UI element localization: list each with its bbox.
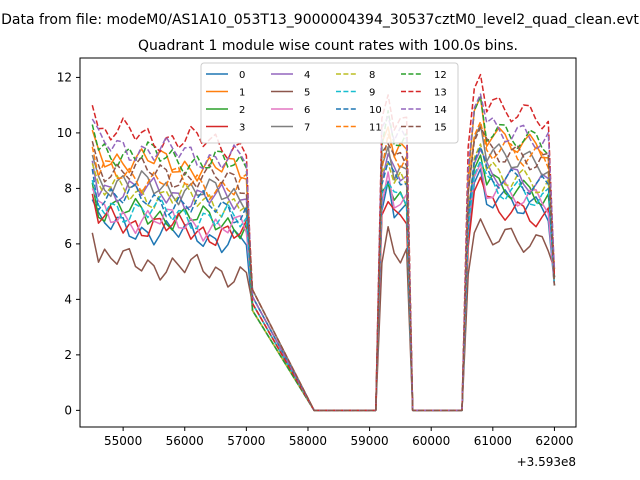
y-tick-label: 12 bbox=[57, 70, 72, 84]
series-line-9 bbox=[91, 159, 556, 412]
x-tick-label: 57000 bbox=[227, 434, 265, 448]
legend-label: 5 bbox=[304, 88, 310, 99]
x-tick-label: 59000 bbox=[350, 434, 388, 448]
legend-label: 9 bbox=[369, 88, 375, 99]
x-axis-offset-text: +3.593e8 bbox=[517, 455, 576, 469]
legend-label: 6 bbox=[304, 105, 310, 116]
series-line-13 bbox=[91, 73, 556, 412]
plot-area bbox=[91, 73, 556, 412]
legend-label: 1 bbox=[239, 88, 245, 99]
x-tick-label: 56000 bbox=[166, 434, 204, 448]
y-tick-label: 6 bbox=[64, 237, 72, 251]
y-tick-label: 0 bbox=[64, 403, 72, 417]
legend-label: 4 bbox=[304, 70, 310, 81]
legend-label: 11 bbox=[369, 123, 382, 134]
series-line-8 bbox=[91, 143, 556, 412]
legend-label: 7 bbox=[304, 123, 310, 134]
legend-label: 8 bbox=[369, 70, 375, 81]
axes-frame bbox=[79, 57, 577, 428]
y-tick-label: 2 bbox=[64, 348, 72, 362]
legend-label: 14 bbox=[434, 105, 447, 116]
x-tick-label: 62000 bbox=[535, 434, 573, 448]
y-axis: 0 2 4 6 8 10 12 bbox=[57, 70, 80, 417]
legend-label: 2 bbox=[239, 105, 245, 116]
legend-label: 15 bbox=[434, 123, 447, 134]
x-tick-label: 58000 bbox=[289, 434, 327, 448]
chart-title: Quadrant 1 module wise count rates with … bbox=[138, 38, 518, 54]
y-tick-label: 4 bbox=[64, 292, 72, 306]
series-line-5 bbox=[91, 218, 556, 412]
series-line-0 bbox=[91, 168, 556, 412]
series-line-14 bbox=[91, 93, 556, 412]
x-tick-label: 55000 bbox=[104, 434, 142, 448]
legend-box bbox=[200, 62, 459, 144]
x-tick-label: 60000 bbox=[412, 434, 450, 448]
legend-label: 10 bbox=[369, 105, 382, 116]
legend-label: 12 bbox=[434, 70, 447, 81]
series-line-15 bbox=[91, 126, 556, 412]
legend-label: 13 bbox=[434, 88, 447, 99]
x-axis: 55000 56000 57000 58000 59000 60000 61000 62000 bbox=[104, 427, 574, 448]
x-tick-label: 61000 bbox=[474, 434, 512, 448]
legend-label: 0 bbox=[239, 70, 245, 81]
series-line-10 bbox=[91, 146, 556, 412]
figure-suptitle: Data from file: modeM0/AS1A10_053T13_900… bbox=[1, 12, 639, 28]
y-tick-label: 10 bbox=[57, 126, 72, 140]
y-tick-label: 8 bbox=[64, 181, 72, 195]
legend-label: 3 bbox=[239, 123, 245, 134]
